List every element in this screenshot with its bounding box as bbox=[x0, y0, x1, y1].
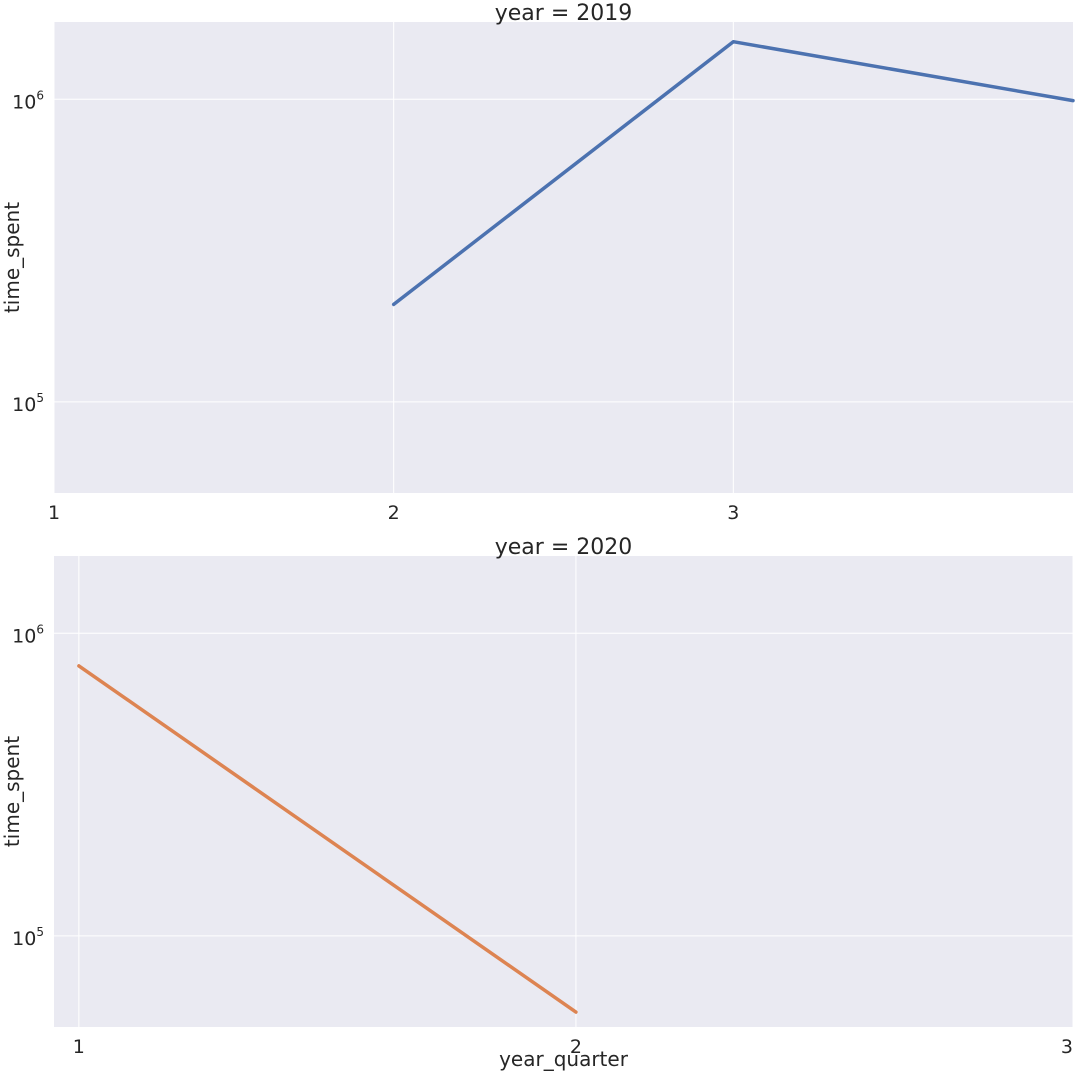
x-tick-label: 2 bbox=[570, 1036, 582, 1058]
y-tick-label: 106 bbox=[12, 622, 44, 647]
series-line bbox=[77, 664, 578, 1014]
x-tick-label: 3 bbox=[1061, 1036, 1073, 1058]
y-axis-label: time_spent bbox=[0, 736, 24, 847]
y-tick-base: 10 bbox=[12, 394, 36, 416]
y-tick-exponent: 6 bbox=[36, 88, 44, 102]
y-tick-label: 105 bbox=[12, 391, 44, 416]
x-axis-label: year_quarter bbox=[499, 1047, 629, 1071]
y-tick-base: 10 bbox=[12, 91, 36, 113]
x-tick-label: 1 bbox=[73, 1036, 85, 1058]
y-tick-label: 106 bbox=[12, 88, 44, 113]
y-tick-label: 105 bbox=[12, 925, 44, 950]
y-axis-label: time_spent bbox=[0, 202, 24, 313]
y-tick-exponent: 6 bbox=[36, 622, 44, 636]
y-tick-exponent: 5 bbox=[36, 391, 44, 405]
x-tick-label: 2 bbox=[388, 502, 400, 524]
x-tick-label: 3 bbox=[727, 502, 739, 524]
facet-title: year = 2019 bbox=[495, 1, 633, 26]
y-tick-base: 10 bbox=[12, 625, 36, 647]
plot-background bbox=[54, 22, 1073, 493]
facet-title: year = 2020 bbox=[495, 535, 633, 560]
y-tick-base: 10 bbox=[12, 928, 36, 950]
x-tick-label: 1 bbox=[48, 502, 60, 524]
plot-background bbox=[54, 556, 1073, 1027]
y-tick-exponent: 5 bbox=[36, 925, 44, 939]
series-line bbox=[391, 39, 1075, 307]
